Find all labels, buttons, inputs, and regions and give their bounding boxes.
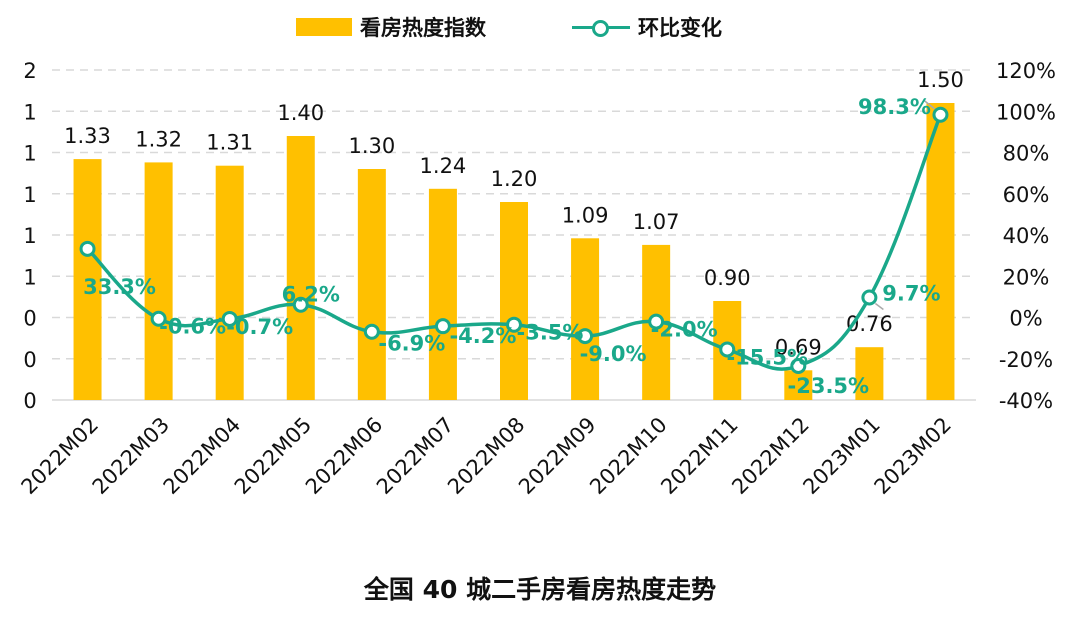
left-axis-tick: 2 bbox=[23, 59, 36, 83]
bar-value-label: 1.31 bbox=[206, 131, 253, 155]
bar-value-label: 1.33 bbox=[64, 124, 111, 148]
category-label: 2022M04 bbox=[159, 413, 245, 499]
right-axis-tick: -20% bbox=[999, 348, 1053, 372]
left-axis-tick: 1 bbox=[23, 224, 36, 248]
right-axis-tick: 120% bbox=[996, 59, 1056, 83]
line-value-label: -15.5% bbox=[726, 345, 808, 369]
right-axis-tick: 40% bbox=[1003, 224, 1050, 248]
category-label: 2022M06 bbox=[301, 413, 387, 499]
legend-item-line: 环比变化 bbox=[572, 12, 722, 42]
line-marker-2022M11 bbox=[719, 341, 736, 358]
line-marker-2022M10 bbox=[648, 313, 665, 330]
line-value-label: 9.7% bbox=[882, 281, 940, 305]
legend-line-swatch bbox=[572, 18, 630, 37]
line-value-label: -4.2% bbox=[449, 324, 516, 348]
bar-value-label: 0.69 bbox=[775, 335, 822, 359]
category-label: 2022M05 bbox=[230, 413, 316, 499]
category-label: 2023M02 bbox=[870, 413, 956, 499]
bar-value-label: 1.50 bbox=[917, 68, 964, 92]
line-marker-2022M12 bbox=[790, 357, 807, 374]
bar-2022M04 bbox=[215, 165, 244, 400]
left-axis-tick: 0 bbox=[23, 348, 36, 372]
left-axis-tick: 1 bbox=[23, 142, 36, 166]
line-value-label: -0.6% bbox=[159, 315, 226, 339]
label-leader-line bbox=[874, 302, 884, 311]
line-marker-2022M03 bbox=[150, 310, 167, 327]
line-value-label: -6.9% bbox=[378, 332, 445, 356]
legend-item-bar: 看房热度指数 bbox=[296, 12, 486, 42]
legend-line-label: 环比变化 bbox=[638, 16, 722, 40]
bar-2022M02 bbox=[73, 159, 102, 400]
label-leader-line bbox=[923, 100, 935, 110]
line-value-label: -0.7% bbox=[226, 315, 293, 339]
line-marker-2023M01 bbox=[861, 289, 878, 306]
bar-value-label: 1.24 bbox=[420, 154, 467, 178]
line-marker-2022M06 bbox=[363, 323, 380, 340]
left-axis-tick: 1 bbox=[23, 100, 36, 124]
line-marker-2022M04 bbox=[221, 310, 238, 327]
category-label: 2022M02 bbox=[17, 413, 103, 499]
line-marker-2022M07 bbox=[434, 318, 451, 335]
category-label: 2022M07 bbox=[372, 413, 458, 499]
right-axis-tick: 80% bbox=[1003, 142, 1050, 166]
line-value-label: -23.5% bbox=[788, 374, 870, 398]
line-marker-2022M08 bbox=[506, 316, 522, 333]
line-value-label: -3.5% bbox=[517, 321, 584, 345]
left-axis-tick: 0 bbox=[23, 389, 36, 413]
bar-2022M03 bbox=[144, 162, 173, 400]
line-marker-2022M05 bbox=[292, 296, 309, 313]
bar-value-label: 1.30 bbox=[348, 134, 395, 158]
chart-caption: 全国 40 城二手房看房热度走势 bbox=[363, 575, 717, 604]
line-marker-2022M02 bbox=[79, 240, 96, 257]
bar-2023M01 bbox=[855, 347, 884, 400]
category-label: 2022M12 bbox=[727, 413, 813, 499]
bar-2022M09 bbox=[571, 238, 600, 400]
category-label: 2023M01 bbox=[798, 413, 884, 499]
bar-2022M05 bbox=[286, 136, 315, 400]
category-label: 2022M11 bbox=[656, 413, 742, 499]
bar-value-label: 0.90 bbox=[704, 266, 751, 290]
line-value-label: -9.0% bbox=[580, 342, 647, 366]
bar-2022M06 bbox=[357, 169, 386, 400]
left-axis-tick: 1 bbox=[23, 265, 36, 289]
bar-2023M02 bbox=[926, 103, 955, 400]
right-axis-tick: -40% bbox=[999, 389, 1053, 413]
category-label: 2022M10 bbox=[585, 413, 671, 499]
category-label: 2022M09 bbox=[514, 413, 600, 499]
bar-2022M12 bbox=[784, 370, 813, 400]
left-axis-tick: 0 bbox=[23, 307, 36, 331]
line-value-label: -2.0% bbox=[651, 318, 718, 342]
right-axis-tick: 60% bbox=[1003, 183, 1050, 207]
legend-bar-label: 看房热度指数 bbox=[360, 16, 486, 40]
right-axis-tick: 20% bbox=[1003, 265, 1050, 289]
bar-2022M07 bbox=[428, 188, 457, 400]
bar-2022M08 bbox=[500, 202, 528, 400]
line-value-label: 6.2% bbox=[282, 283, 340, 307]
bar-value-label: 1.09 bbox=[562, 203, 609, 227]
left-axis-tick: 1 bbox=[23, 183, 36, 207]
line-marker-2023M02 bbox=[932, 106, 949, 123]
bar-value-label: 1.20 bbox=[491, 167, 538, 191]
legend: 看房热度指数 环比变化 bbox=[0, 12, 1080, 42]
right-axis-tick: 100% bbox=[996, 100, 1056, 124]
line-value-label: 33.3% bbox=[83, 275, 156, 299]
bar-value-label: 1.32 bbox=[135, 127, 182, 151]
bar-value-label: 1.07 bbox=[633, 210, 680, 234]
bar-value-label: 1.40 bbox=[277, 101, 324, 125]
line-marker-2022M09 bbox=[577, 328, 594, 345]
line-value-label: 98.3% bbox=[858, 95, 931, 119]
legend-bar-swatch bbox=[296, 18, 352, 36]
right-axis-tick: 0% bbox=[1009, 307, 1042, 331]
category-label: 2022M08 bbox=[443, 413, 529, 499]
category-label: 2022M03 bbox=[88, 413, 174, 499]
